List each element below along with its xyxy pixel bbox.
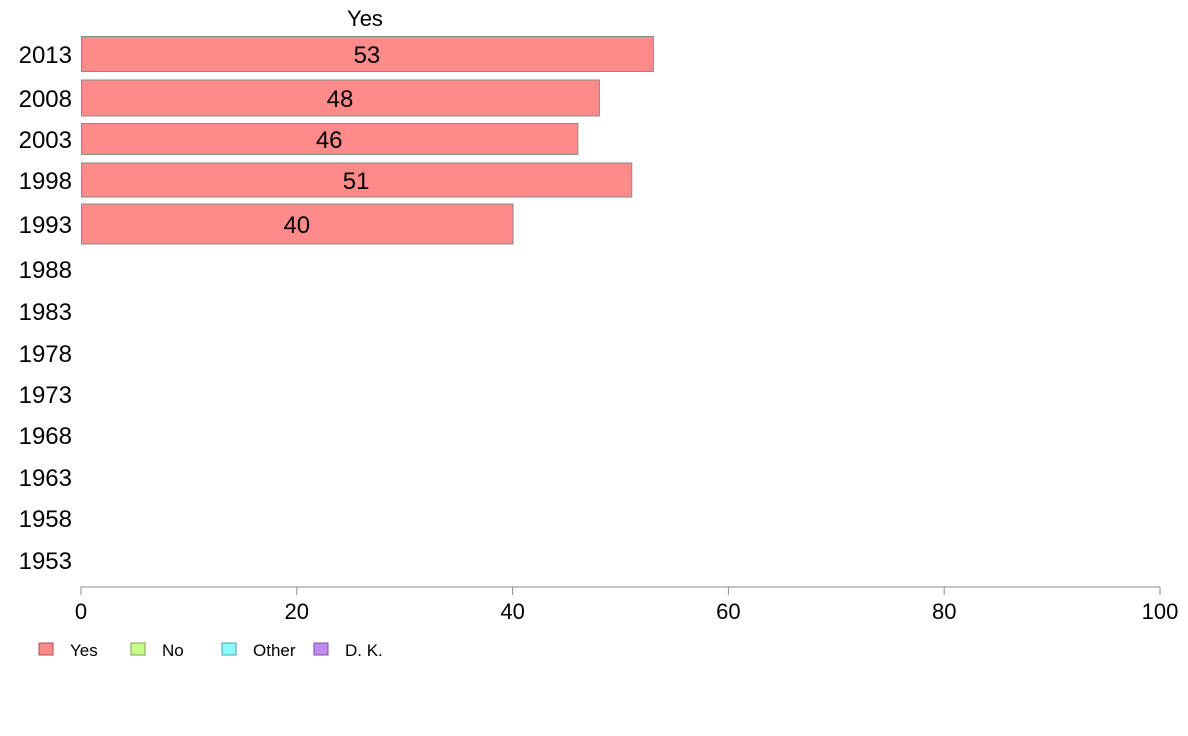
category-label: 1968 bbox=[19, 423, 72, 450]
category-label: 1963 bbox=[19, 465, 72, 492]
legend: Yes No Other D. K. bbox=[38, 641, 383, 660]
bar bbox=[81, 203, 514, 245]
data-label: 40 bbox=[283, 212, 310, 239]
x-tick-label: 20 bbox=[285, 599, 309, 624]
legend-label: D. K. bbox=[345, 641, 383, 660]
x-axis: 0 20 40 60 80 100 bbox=[75, 586, 1179, 624]
data-label: 53 bbox=[354, 42, 381, 69]
category-label: 1998 bbox=[19, 168, 72, 195]
category-label: 1953 bbox=[19, 548, 72, 575]
category-label: 2008 bbox=[19, 86, 72, 113]
category-label: 1993 bbox=[19, 212, 72, 239]
bar bbox=[81, 79, 600, 117]
legend-swatch bbox=[38, 642, 54, 656]
category-label: 1973 bbox=[19, 382, 72, 409]
category-label: 1988 bbox=[19, 257, 72, 284]
category-label: 2013 bbox=[19, 42, 72, 69]
legend-swatch bbox=[130, 642, 146, 656]
bar bbox=[81, 123, 579, 155]
category-label: 1978 bbox=[19, 341, 72, 368]
x-tick-label: 40 bbox=[500, 599, 524, 624]
data-label: 46 bbox=[316, 127, 343, 154]
category-label: 1958 bbox=[19, 506, 72, 533]
data-label: 51 bbox=[343, 168, 370, 195]
bars bbox=[81, 36, 654, 245]
category-label: 2003 bbox=[19, 127, 72, 154]
legend-label: Yes bbox=[70, 641, 98, 660]
x-tick-label: 60 bbox=[716, 599, 740, 624]
x-tick-label: 100 bbox=[1142, 599, 1179, 624]
series-title: Yes bbox=[347, 6, 383, 31]
legend-swatch bbox=[313, 642, 329, 656]
x-tick-label: 0 bbox=[75, 599, 87, 624]
bar bbox=[81, 162, 633, 198]
category-labels: 2013 2008 2003 1998 1993 1988 1983 1978 1973 1968… bbox=[19, 42, 72, 575]
category-label: 1983 bbox=[19, 299, 72, 326]
legend-label: Other bbox=[253, 641, 296, 660]
data-label: 48 bbox=[327, 86, 354, 113]
bar bbox=[81, 36, 654, 72]
legend-swatch bbox=[221, 642, 237, 656]
legend-label: No bbox=[162, 641, 184, 660]
x-tick-label: 80 bbox=[932, 599, 956, 624]
